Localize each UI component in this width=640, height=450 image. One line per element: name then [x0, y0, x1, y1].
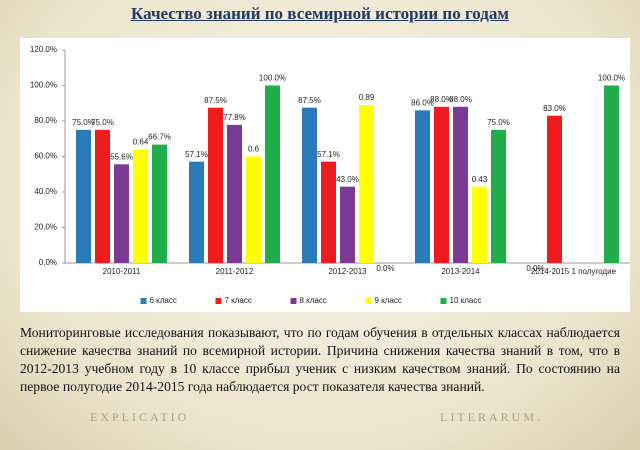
data-label: 100.0%	[598, 74, 625, 83]
bar	[95, 129, 110, 263]
data-label: 43.0%	[336, 175, 359, 184]
data-label: 57.1%	[317, 150, 340, 159]
legend-label: 7 класс	[225, 296, 252, 305]
data-label: 87.5%	[204, 96, 227, 105]
data-label: 0.43	[472, 175, 488, 184]
data-label: 55.6%	[110, 152, 133, 161]
bar	[76, 129, 91, 263]
bar	[604, 85, 619, 263]
data-label: 75.0%	[72, 118, 95, 127]
data-label: 66.7%	[148, 133, 171, 142]
bar	[208, 107, 223, 263]
y-tick-label: 80.0%	[34, 116, 57, 125]
legend-label: 8 класс	[300, 296, 327, 305]
data-label: 88.0%	[449, 95, 472, 104]
bar	[133, 149, 148, 263]
data-label: 75.0%	[487, 118, 510, 127]
data-label: 87.5%	[298, 96, 321, 105]
data-label: 100.0%	[259, 74, 286, 83]
legend-swatch	[290, 298, 297, 304]
data-label: 0.64	[133, 138, 149, 147]
y-tick-label: 40.0%	[34, 187, 57, 196]
legend-label: 9 класс	[375, 296, 402, 305]
y-tick-label: 100.0%	[30, 81, 57, 90]
bar	[321, 161, 336, 263]
y-tick-label: 60.0%	[34, 152, 57, 161]
bar	[114, 164, 129, 263]
x-tick-label: 2012-2013	[328, 267, 367, 276]
data-label: 83.0%	[543, 104, 566, 113]
data-label: 75.0%	[91, 118, 114, 127]
legend-label: 10 класс	[450, 296, 482, 305]
y-tick-label: 0.0%	[39, 258, 57, 267]
bar	[491, 129, 506, 263]
bar	[359, 105, 374, 264]
bar	[189, 161, 204, 263]
bar	[302, 107, 317, 263]
bar	[472, 186, 487, 263]
data-label: 0.89	[359, 93, 375, 102]
x-tick-label: 2011-2012	[216, 267, 254, 276]
x-tick-label: 2013-2014	[441, 267, 480, 276]
data-label: 0.0%	[376, 264, 394, 273]
data-label: 77.8%	[223, 113, 246, 122]
description: Мониторинговые исследования показывают, …	[20, 325, 620, 394]
title: Качество знаний по всемирной истории по …	[131, 4, 509, 23]
chart: 0.0% 20.0% 40.0% 60.0% 80.0% 100.0% 120.0% 2010…	[29, 45, 630, 306]
bar	[434, 106, 449, 263]
bar	[246, 156, 261, 263]
legend-label: 6 класс	[150, 296, 177, 305]
legend-swatch	[140, 298, 147, 304]
legend-swatch	[365, 298, 372, 304]
background-text: EXPLICATIO	[90, 410, 190, 424]
bar	[453, 106, 468, 263]
legend-swatch	[215, 298, 222, 304]
bar	[340, 186, 355, 263]
bar	[152, 144, 167, 263]
x-tick-label: 2010-2011	[103, 267, 141, 276]
bar	[227, 124, 242, 263]
legend-swatch	[440, 298, 447, 304]
data-label: 57.1%	[185, 150, 208, 159]
bar	[415, 110, 430, 263]
bar	[547, 115, 562, 263]
data-label: 0.6	[248, 145, 260, 154]
data-label: 0.0%	[526, 264, 544, 273]
data-label: 88.0%	[430, 95, 453, 104]
bar	[265, 85, 280, 263]
y-tick-label: 120.0%	[30, 45, 57, 54]
x-tick-label: 2014-2015 1 полугодие	[531, 267, 617, 276]
data-label: 86.0%	[411, 98, 434, 107]
y-tick-label: 20.0%	[34, 223, 57, 232]
background-text: LITERARUM.	[440, 410, 543, 424]
